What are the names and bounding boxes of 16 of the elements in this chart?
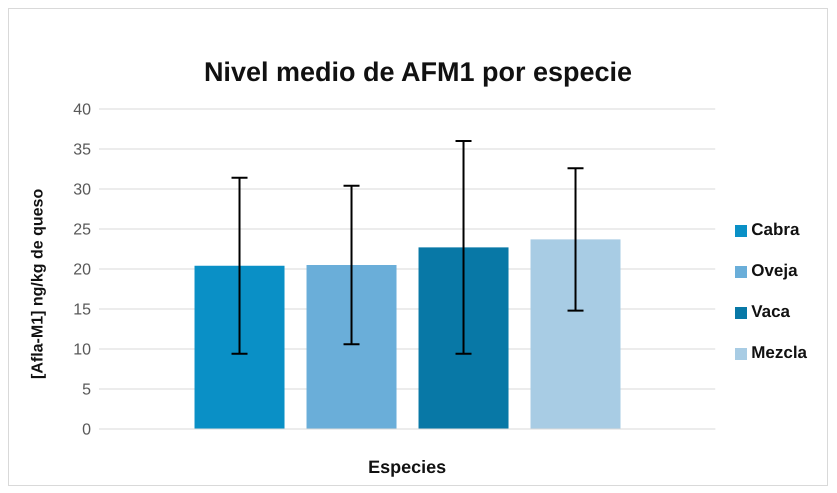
- legend-label: Mezcla: [751, 343, 807, 362]
- y-tick-label: 15: [73, 302, 92, 319]
- y-tick-label: 5: [82, 382, 92, 399]
- y-tick-label: 40: [73, 102, 92, 119]
- y-tick-label: 30: [73, 182, 92, 199]
- legend-label: Vaca: [751, 302, 790, 321]
- y-tick-label: 25: [73, 222, 92, 239]
- y-tick-label: 0: [82, 422, 92, 439]
- legend-label: Oveja: [751, 261, 798, 280]
- y-tick-label: 20: [73, 262, 92, 279]
- chart-title: Nivel medio de AFM1 por especie: [202, 57, 634, 89]
- y-tick-label: 10: [73, 342, 92, 359]
- x-axis-title: Especies: [368, 457, 446, 477]
- y-axis-title: [Afla-M1] ng/kg de queso: [30, 188, 47, 379]
- legend-label: Cabra: [751, 220, 800, 239]
- y-tick-label: 35: [73, 142, 92, 159]
